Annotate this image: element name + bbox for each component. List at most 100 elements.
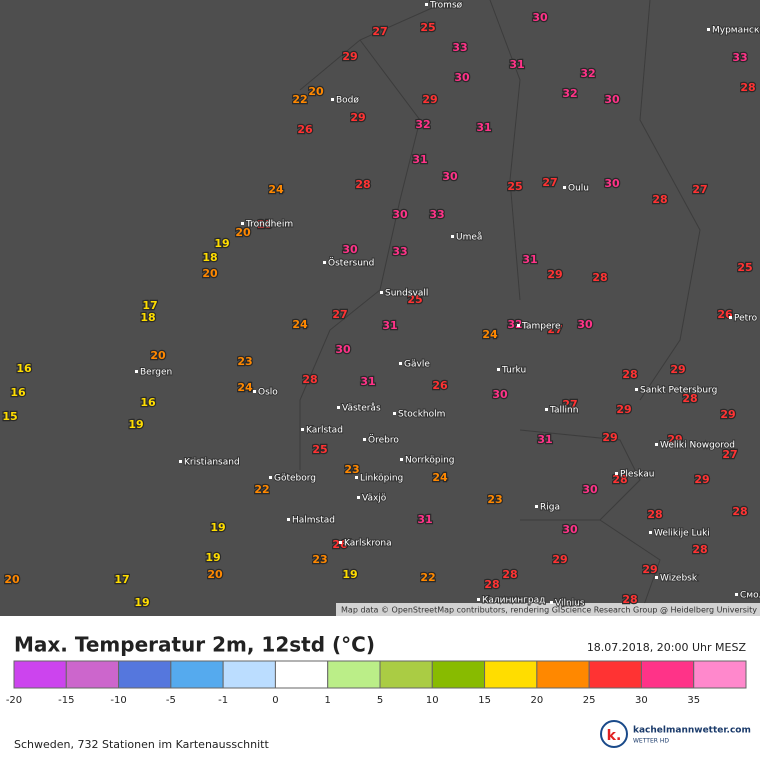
station-value: 18: [202, 251, 217, 264]
city-label: Bergen: [140, 368, 172, 378]
station-value: 30: [342, 243, 358, 256]
city-dot: [331, 98, 334, 101]
city-label: Växjö: [362, 494, 387, 504]
station-value: 19: [205, 551, 220, 564]
station-value: 23: [344, 463, 359, 476]
city-dot: [655, 576, 658, 579]
station-value: 26: [717, 308, 733, 321]
city-label: Göteborg: [274, 474, 316, 484]
station-value: 30: [532, 11, 548, 24]
station-value: 29: [547, 268, 562, 281]
station-value: 16: [16, 362, 32, 375]
station-value: 29: [667, 433, 682, 446]
legend-box: [170, 660, 224, 689]
station-value: 32: [562, 87, 577, 100]
logo-letter: k.: [607, 728, 622, 744]
city-label: Мурманск: [712, 26, 760, 36]
station-value: 23: [487, 493, 502, 506]
station-value: 30: [604, 93, 620, 106]
city-dot: [497, 368, 500, 371]
station-value: 22: [292, 93, 307, 106]
attribution: Map data © OpenStreetMap contributors, r…: [341, 606, 757, 615]
city-dot: [339, 541, 342, 544]
station-value: 28: [622, 593, 637, 606]
city-dot: [535, 505, 538, 508]
city-dot: [323, 261, 326, 264]
station-value: 28: [302, 373, 317, 386]
city-label: Weliki Nowgorod: [660, 441, 735, 451]
legend-tick-label: -20: [6, 695, 22, 706]
station-value: 33: [429, 208, 444, 221]
city-dot: [363, 438, 366, 441]
station-value: 31: [509, 58, 524, 71]
station-value: 24: [268, 183, 284, 196]
station-value: 24: [237, 381, 253, 394]
station-value: 20: [207, 568, 223, 581]
legend-box: [379, 660, 433, 689]
station-value: 31: [476, 121, 491, 134]
station-value: 15: [2, 410, 17, 423]
station-value: 27: [692, 183, 707, 196]
station-value: 25: [737, 261, 752, 274]
station-value: 27: [562, 398, 577, 411]
city-label: Turku: [501, 366, 526, 376]
station-value: 16: [10, 386, 26, 399]
station-value: 26: [332, 538, 348, 551]
city-label: Norrköping: [405, 456, 455, 466]
station-value: 20: [308, 85, 324, 98]
legend-box: [222, 660, 276, 689]
station-value: 29: [350, 111, 365, 124]
station-value: 27: [332, 308, 347, 321]
city-dot: [400, 458, 403, 461]
map-background: [0, 0, 760, 616]
city-label: Tallinn: [549, 406, 578, 416]
legend-box: [693, 660, 747, 689]
legend-tick-label: 30: [635, 695, 648, 706]
city-label: Welikije Luki: [654, 529, 710, 539]
station-value: 27: [372, 25, 387, 38]
city-dot: [649, 531, 652, 534]
station-value: 31: [382, 319, 397, 332]
station-value: 19: [134, 596, 149, 609]
station-value: 23: [237, 355, 252, 368]
station-value: 24: [432, 471, 448, 484]
station-value: 29: [342, 50, 357, 63]
legend-tick-label: 10: [426, 695, 439, 706]
logo-tagline: WETTER HD: [633, 738, 669, 745]
station-value: 32: [415, 118, 430, 131]
station-value: 24: [482, 328, 498, 341]
border: [519, 429, 661, 617]
station-value: 28: [647, 508, 662, 521]
city-dot: [550, 601, 553, 604]
city-dot: [477, 598, 480, 601]
station-value: 31: [537, 433, 552, 446]
city-label: Karlskrona: [344, 539, 392, 549]
station-value: 27: [722, 448, 737, 461]
city-label: Oslo: [258, 388, 278, 398]
station-value: 29: [720, 408, 735, 421]
station-value: 29: [602, 431, 617, 444]
station-value: 16: [140, 396, 156, 409]
city-label: Stockholm: [398, 410, 445, 420]
footer: Schweden, 732 Stationen im Kartenausschn…: [14, 738, 269, 751]
legend-box: [640, 660, 695, 689]
station-value: 22: [420, 571, 435, 584]
logo-icon: [600, 720, 628, 748]
legend-tick-label: 25: [583, 695, 596, 706]
station-value: 25: [507, 180, 522, 193]
station-value: 30: [577, 318, 593, 331]
city-label: Trondheim: [245, 220, 293, 230]
station-value: 19: [128, 418, 143, 431]
city-label: Pleskau: [620, 470, 654, 480]
city-dot: [301, 428, 304, 431]
legend-tick-label: 0: [272, 695, 278, 706]
borders: [299, 0, 701, 617]
city-dot: [380, 291, 383, 294]
station-value: 26: [432, 379, 448, 392]
city-label: Смоле: [740, 591, 760, 601]
station-value: 29: [694, 473, 709, 486]
city-dot: [563, 186, 566, 189]
legend-box: [118, 660, 172, 689]
city-label: Калининград: [482, 596, 545, 606]
